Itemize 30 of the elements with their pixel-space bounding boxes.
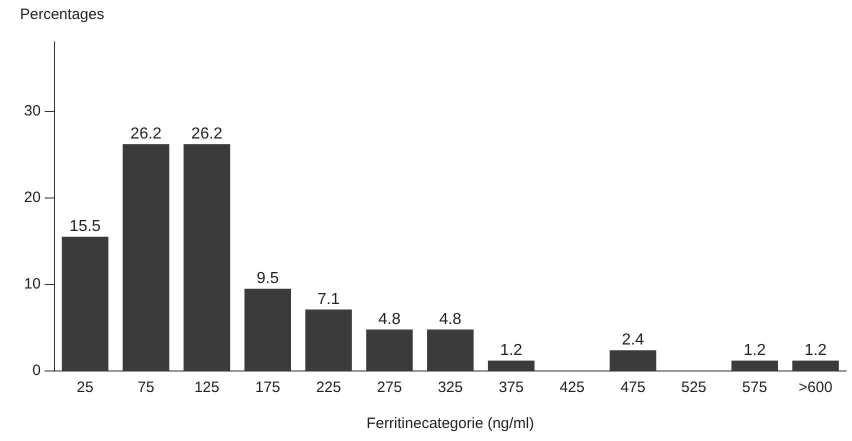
x-tick-label: 475 (620, 379, 646, 396)
x-tick-label: 125 (194, 379, 220, 396)
data-label: 4.8 (439, 310, 462, 328)
data-label: 26.2 (191, 126, 223, 143)
y-axis-title: Percentages (20, 6, 104, 23)
x-tick-label: 375 (498, 379, 524, 396)
x-tick-label: 75 (138, 379, 154, 396)
data-label: 1.2 (744, 342, 766, 360)
y-tick-label: 20 (24, 188, 41, 206)
y-tick-label: 0 (32, 362, 41, 380)
data-label: 7.1 (317, 290, 340, 308)
x-tick-label: 225 (316, 379, 342, 396)
data-label: 9.5 (256, 270, 279, 288)
data-label: 26.2 (130, 126, 162, 143)
x-tick-label: >600 (798, 379, 832, 396)
data-label: 4.8 (378, 310, 401, 328)
x-tick-label: 525 (681, 379, 706, 396)
data-label: 1.2 (804, 342, 827, 360)
x-tick-label: 25 (76, 379, 94, 396)
y-tick-label: 10 (24, 276, 41, 293)
y-tick-label: 30 (24, 102, 41, 120)
x-tick-label: 325 (438, 379, 463, 396)
data-label: 2.4 (622, 332, 644, 349)
x-tick-label: 175 (255, 379, 280, 396)
x-tick-label: 425 (560, 379, 585, 396)
data-label: 1.2 (500, 342, 522, 360)
x-tick-label: 575 (742, 379, 768, 396)
x-axis-title: Ferritinecategorie (ng/ml) (366, 415, 534, 432)
data-label: 15.5 (70, 218, 101, 236)
x-tick-label: 275 (376, 379, 402, 396)
